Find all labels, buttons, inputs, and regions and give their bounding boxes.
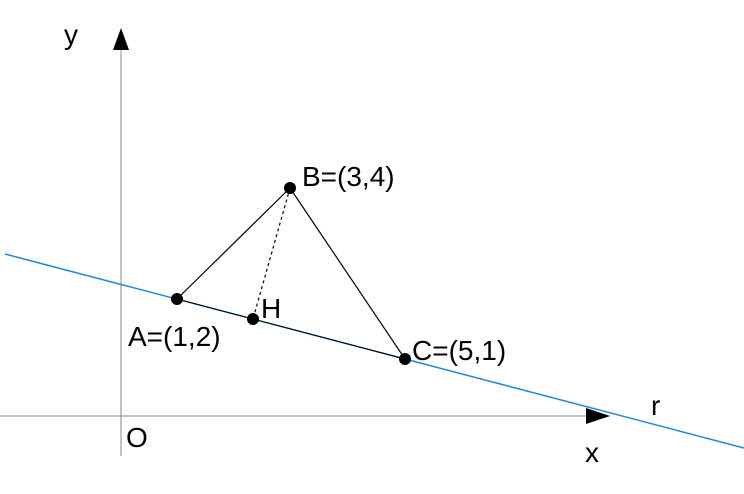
altitude-bh (252, 187, 291, 320)
point-label: B=(3,4) (302, 161, 395, 192)
origin-label: O (126, 422, 148, 453)
y-label: y (64, 19, 78, 50)
point-label: A=(1,2) (128, 321, 221, 352)
line-label: r (651, 390, 660, 421)
segment-ab (176, 187, 291, 300)
point-b (284, 182, 296, 194)
segment-bc (289, 187, 406, 360)
point-h (247, 313, 259, 325)
segment-ac (176, 298, 406, 360)
point-c (399, 353, 411, 365)
point-label: C=(5,1) (412, 335, 506, 366)
x-label: x (585, 437, 599, 468)
point-a (171, 293, 183, 305)
point-label: H (261, 293, 281, 324)
x-arrow (586, 408, 610, 424)
y-arrow (113, 28, 129, 50)
